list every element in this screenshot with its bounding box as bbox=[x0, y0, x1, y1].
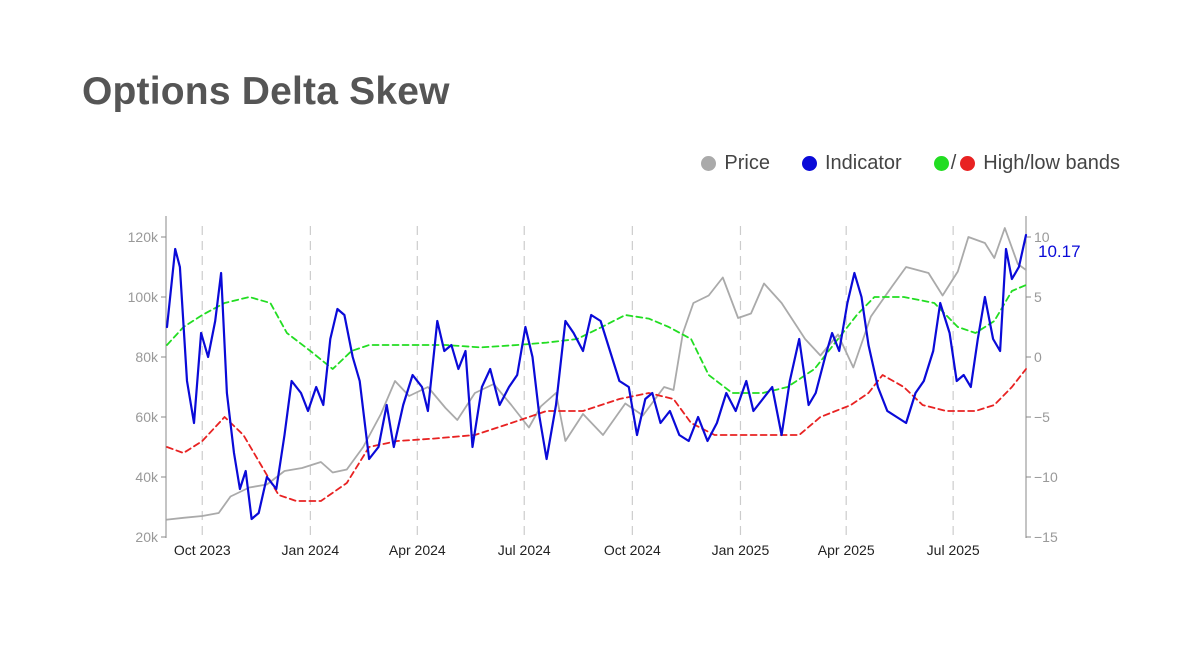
right-tick-label: 0 bbox=[1034, 349, 1042, 365]
legend-item-indicator[interactable]: Indicator bbox=[801, 152, 902, 175]
left-tick-label: 100k bbox=[128, 289, 159, 305]
axis-layer bbox=[161, 216, 1031, 538]
x-tick-label: Oct 2024 bbox=[604, 542, 661, 558]
series-layer bbox=[165, 227, 1028, 521]
right-tick-label: −5 bbox=[1034, 409, 1050, 425]
x-tick-label: Apr 2024 bbox=[389, 542, 446, 558]
left-tick-label: 20k bbox=[135, 529, 159, 545]
price-line bbox=[166, 227, 1027, 521]
left-tick-label: 80k bbox=[135, 349, 159, 365]
right-tick-label: −15 bbox=[1034, 529, 1058, 545]
label-layer: Oct 2023 Jan 2024 Apr 2024 Jul 2024 Oct 2024… bbox=[128, 229, 1081, 558]
last-value-label: 10.17 bbox=[1038, 242, 1081, 261]
legend-price-label: Price bbox=[724, 152, 770, 174]
x-tick-label: Jul 2025 bbox=[927, 542, 980, 558]
indicator-line bbox=[165, 233, 1028, 521]
x-tick-label: Apr 2025 bbox=[818, 542, 875, 558]
right-tick-label: −10 bbox=[1034, 469, 1058, 485]
left-tick-label: 60k bbox=[135, 409, 159, 425]
high-band-line bbox=[166, 284, 1027, 394]
x-tick-label: Jan 2024 bbox=[282, 542, 340, 558]
right-tick-label: 5 bbox=[1034, 289, 1042, 305]
grid-layer bbox=[201, 226, 954, 538]
left-tick-label: 120k bbox=[128, 229, 159, 245]
legend-bands-separator: / bbox=[950, 152, 957, 174]
x-tick-label: Jul 2024 bbox=[498, 542, 551, 558]
chart-title: Options Delta Skew bbox=[82, 70, 450, 113]
high-band-legend-dot bbox=[933, 156, 949, 171]
x-tick-label: Jan 2025 bbox=[712, 542, 770, 558]
price-legend-dot bbox=[701, 156, 717, 171]
legend-item-bands[interactable]: / High/low bands bbox=[933, 152, 1120, 175]
x-tick-label: Oct 2023 bbox=[174, 542, 231, 558]
right-tick-label: 10 bbox=[1034, 229, 1050, 245]
legend-bands-label: High/low bands bbox=[983, 152, 1120, 174]
low-band-line bbox=[166, 368, 1027, 502]
indicator-legend-dot bbox=[801, 156, 817, 171]
low-band-legend-dot bbox=[960, 156, 976, 171]
legend-indicator-label: Indicator bbox=[824, 152, 902, 174]
left-tick-label: 40k bbox=[135, 469, 159, 485]
legend-item-price[interactable]: Price bbox=[701, 152, 770, 175]
chart-legend: Price Indicator / High/low bands bbox=[640, 152, 1120, 175]
